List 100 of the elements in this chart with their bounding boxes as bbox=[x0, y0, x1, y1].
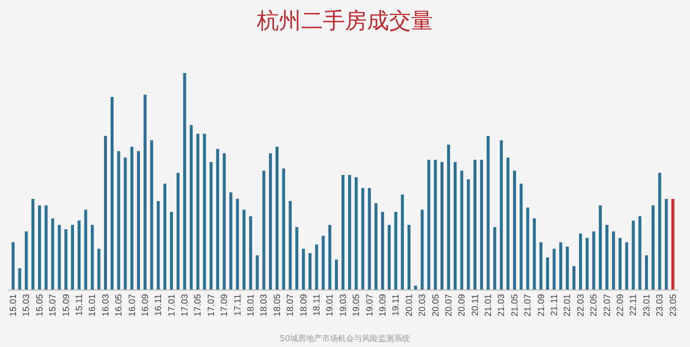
bar bbox=[374, 203, 378, 290]
bar bbox=[58, 224, 61, 290]
bar bbox=[236, 198, 239, 290]
bar bbox=[381, 212, 384, 290]
bar bbox=[566, 246, 569, 290]
bar bbox=[196, 134, 200, 290]
x-tick-label: 16.11 bbox=[153, 294, 164, 316]
bar bbox=[24, 231, 28, 290]
bar bbox=[210, 162, 213, 290]
bar bbox=[262, 170, 266, 290]
x-tick-label: 18.01 bbox=[246, 294, 256, 317]
x-tick-label: 21.03 bbox=[496, 294, 506, 317]
x-tick-label: 21.11 bbox=[549, 294, 560, 316]
x-tick-label: 22.05 bbox=[588, 294, 599, 317]
x-tick-label: 15.05 bbox=[34, 294, 44, 317]
x-tick-label: 17.07 bbox=[206, 294, 216, 317]
x-tick-label: 22.03 bbox=[575, 294, 586, 317]
x-tick-label: 19.05 bbox=[351, 294, 362, 317]
x-tick-label: 20.07 bbox=[443, 294, 454, 317]
x-tick-label: 18.07 bbox=[285, 294, 296, 317]
x-tick-label: 19.07 bbox=[364, 294, 374, 317]
x-tick-label: 20.09 bbox=[456, 294, 467, 317]
x-tick-label: 15.01 bbox=[8, 294, 18, 317]
x-tick-label: 17.11 bbox=[232, 294, 242, 316]
bar bbox=[440, 162, 444, 290]
x-tick-label: 20.01 bbox=[404, 294, 414, 317]
x-tick-label: 21.01 bbox=[483, 294, 494, 317]
x-tick-label: 19.03 bbox=[338, 294, 348, 317]
bar bbox=[295, 227, 298, 290]
x-tick-label: 18.03 bbox=[258, 294, 269, 317]
bar bbox=[90, 224, 94, 290]
bar bbox=[506, 158, 510, 290]
bar bbox=[605, 224, 608, 290]
x-tick-label: 17.09 bbox=[219, 294, 230, 317]
bar bbox=[117, 151, 120, 290]
bar bbox=[334, 260, 338, 290]
bar bbox=[288, 201, 292, 290]
text: 50城房地产市场机会与风险监测系统 bbox=[280, 334, 410, 343]
x-tick-label: 23.03 bbox=[654, 294, 665, 317]
bar bbox=[486, 136, 490, 290]
bar bbox=[136, 151, 140, 290]
bar bbox=[520, 184, 523, 290]
bar bbox=[163, 184, 166, 290]
bar bbox=[658, 172, 662, 290]
x-tick-label: 23.01 bbox=[641, 294, 652, 317]
bar bbox=[354, 177, 358, 290]
bar bbox=[500, 140, 503, 290]
bar bbox=[361, 188, 364, 290]
bar bbox=[664, 198, 668, 290]
bar bbox=[586, 238, 589, 290]
bar bbox=[322, 236, 325, 290]
bar bbox=[652, 205, 655, 290]
x-tick-label: 20.03 bbox=[417, 294, 428, 317]
bar bbox=[124, 158, 127, 290]
x-tick-label: 18.05 bbox=[272, 294, 282, 317]
bar bbox=[480, 160, 484, 290]
bar bbox=[144, 94, 147, 290]
x-tick-label: 15.07 bbox=[48, 294, 58, 317]
x-tick-label: 16.01 bbox=[87, 294, 98, 317]
x-tick-label: 16.09 bbox=[140, 294, 150, 317]
bar bbox=[202, 134, 206, 290]
x-tick-label: 16.05 bbox=[114, 294, 124, 317]
bar bbox=[645, 255, 648, 290]
bar bbox=[572, 266, 576, 290]
bar bbox=[268, 153, 272, 290]
bar bbox=[64, 229, 68, 290]
x-tick-label: 21.09 bbox=[536, 294, 546, 317]
bar bbox=[342, 174, 344, 290]
x-tick-label: 19.11 bbox=[390, 294, 401, 316]
x-tick-label: 22.09 bbox=[614, 294, 625, 317]
x-tick-label: 15.11 bbox=[74, 294, 84, 316]
bar bbox=[559, 242, 562, 290]
bar bbox=[308, 253, 312, 290]
bar bbox=[104, 136, 107, 290]
x-tick-label: 16.03 bbox=[100, 294, 110, 317]
x-tick-label: 23.05 bbox=[668, 294, 678, 317]
bar bbox=[434, 160, 437, 290]
bar bbox=[315, 244, 318, 290]
bar bbox=[18, 268, 22, 290]
x-tick-label: 20.05 bbox=[430, 294, 440, 317]
bar bbox=[44, 205, 48, 290]
bar bbox=[420, 210, 424, 290]
bar bbox=[447, 144, 450, 290]
bar bbox=[454, 162, 457, 290]
x-tick-label: 15.09 bbox=[60, 294, 71, 317]
bar bbox=[38, 205, 41, 290]
bar bbox=[84, 210, 88, 290]
bar bbox=[31, 198, 34, 290]
bar bbox=[546, 257, 550, 290]
x-tick-label: 19.09 bbox=[377, 294, 388, 317]
bar bbox=[407, 224, 410, 290]
bar bbox=[414, 286, 418, 290]
bar bbox=[12, 242, 15, 290]
bar bbox=[282, 168, 286, 290]
bar bbox=[176, 172, 180, 290]
bar bbox=[427, 160, 430, 290]
x-tick-label: 17.05 bbox=[192, 294, 203, 317]
bar bbox=[256, 255, 259, 290]
bar bbox=[348, 174, 352, 290]
bar bbox=[302, 248, 305, 290]
